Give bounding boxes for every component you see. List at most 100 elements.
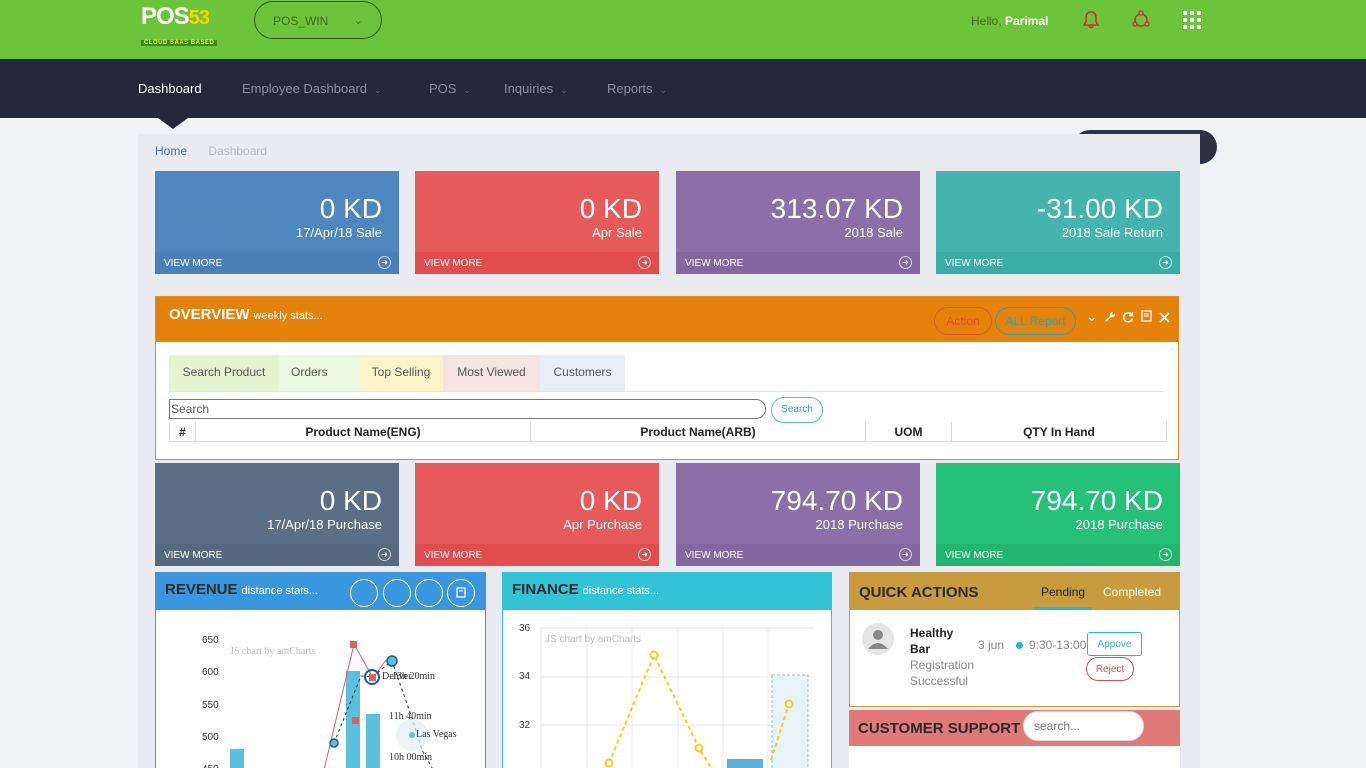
arrow-right-icon: ➜ [378,548,391,561]
widget-control-button[interactable] [415,579,443,607]
branch-select[interactable]: POS_WIN ⌄ [254,1,382,39]
approve-button[interactable]: Appove [1087,632,1142,656]
tab-customers[interactable]: Customers [540,355,625,391]
logo-text: POS [141,3,190,30]
logo[interactable]: POS53 CLOUD SAAS BASED [141,3,219,46]
column-header[interactable]: UOM [865,422,951,442]
widget-control-button[interactable] [383,579,411,607]
chart-credit[interactable]: JS chart by amCharts [545,634,642,645]
breadcrumb-home[interactable]: Home [155,144,188,158]
finance-widget: FINANCE distance stats... JS chart by amC… [502,572,832,768]
main-nav: Dashboard Employee Dashboard ⌄ POS ⌄ Inqui… [0,59,1366,164]
chart-point[interactable] [386,655,398,667]
logo-number: 53 [188,7,210,29]
view-more-link[interactable]: VIEW MORE ➜ [155,544,399,566]
stat-value: 0 KD [319,485,382,516]
wrench-icon[interactable] [1104,311,1116,323]
user-name[interactable]: Parimal [1005,14,1049,28]
nav-reports[interactable]: Reports ⌄ [607,81,667,96]
tab-label: Pending [1041,585,1086,599]
tab-divider [169,391,1165,392]
chart-bar[interactable] [727,759,763,768]
reject-button[interactable]: Reject [1086,657,1134,681]
bell-icon[interactable] [1081,10,1101,30]
column-header[interactable]: Product Name(ARB) [530,422,865,442]
chart-point[interactable] [649,650,659,660]
tab-most-viewed[interactable]: Most Viewed [443,355,540,391]
chart-point[interactable] [409,732,415,738]
arrow-right-icon: ➜ [638,256,651,269]
customer-support-title: CUSTOMER SUPPORT [858,720,1021,737]
fullscreen-icon[interactable] [1141,310,1152,322]
action-button[interactable]: Action [934,307,992,335]
view-more-link[interactable]: VIEW MORE ➜ [936,252,1180,274]
nav-inquiries[interactable]: Inquiries ⌄ [504,81,568,96]
stat-label: Apr Sale [592,225,642,240]
chart-point[interactable] [694,743,704,753]
column-header-label: UOM [894,425,923,439]
chart-point[interactable] [352,717,359,724]
customer-search-input[interactable] [1023,711,1144,741]
quick-actions-header: QUICK ACTIONS Pending Completed [850,573,1179,610]
chart-point[interactable] [604,758,614,768]
breadcrumb-current: Dashboard [208,144,268,158]
stat-value: 313.07 KD [770,193,903,224]
tab-search-product[interactable]: Search Product [169,355,279,391]
stat-value: 0 KD [579,485,642,516]
nav-dashboard[interactable]: Dashboard [138,81,202,96]
top-bar: POS53 CLOUD SAAS BASED POS_WIN ⌄ Hello, … [0,0,1366,59]
view-more-link[interactable]: VIEW MORE ➜ [415,544,659,566]
chart-bar[interactable] [230,749,244,768]
column-header[interactable]: QTY In Hand [951,422,1167,442]
chart-point[interactable] [369,674,376,681]
view-more-link[interactable]: VIEW MORE ➜ [676,252,920,274]
tab-pending[interactable]: Pending [1041,585,1085,599]
overview-subtitle: weekly stats... [253,310,323,322]
view-more-link[interactable]: VIEW MORE ➜ [415,252,659,274]
view-more-link[interactable]: VIEW MORE ➜ [676,544,920,566]
all-report-button[interactable]: ALL Report [995,307,1076,335]
stat-label: 17/Apr/18 Sale [295,225,382,240]
chart-credit[interactable]: JS chart by amCharts [230,646,316,657]
nav-pos[interactable]: POS ⌄ [429,81,471,96]
product-search-input[interactable] [169,399,766,419]
chart-annotation: 10h 00min [389,752,433,763]
view-more-label: VIEW MORE [685,550,744,561]
refresh-icon[interactable] [1122,311,1134,323]
apps-grid-icon[interactable] [1182,10,1202,30]
approve-button-label: Appove [1097,639,1132,650]
column-header[interactable]: Product Name(ENG) [195,422,530,442]
avatar[interactable] [862,623,894,655]
action-item-date: 3 jun [978,638,1005,652]
column-header[interactable]: # [169,422,195,442]
y-tick-label: 36 [519,623,531,634]
close-icon[interactable] [1159,312,1170,323]
chart-bar[interactable] [366,714,380,768]
stat-card: -31.00 KD 2018 Sale Return VIEW MORE ➜ [936,171,1180,274]
chart-point[interactable] [784,699,794,709]
fullscreen-icon [456,587,466,598]
stat-label: 2018 Purchase [815,517,903,532]
view-more-link[interactable]: VIEW MORE ➜ [155,252,399,274]
y-tick-label: 650 [202,635,219,646]
status-dot [1016,642,1023,649]
tab-orders[interactable]: Orders [279,355,359,391]
tab-completed[interactable]: Completed [1103,585,1161,599]
logo-tagline: CLOUD SAAS BASED [141,40,218,46]
chart-point[interactable] [350,641,357,648]
stat-card: 794.70 KD 2018 Purchase VIEW MORE ➜ [936,463,1180,566]
collapse-icon[interactable]: ⌄ [1086,308,1098,324]
tab-top-selling[interactable]: Top Selling [359,355,443,391]
chart-bar-highlight[interactable] [771,674,809,768]
column-header-label: # [179,425,186,439]
revenue-chart [230,641,433,768]
widget-control-button[interactable] [350,579,378,607]
nav-employee-dashboard[interactable]: Employee Dashboard ⌄ [242,81,382,96]
chart-point[interactable] [329,738,339,748]
view-more-link[interactable]: VIEW MORE ➜ [936,544,1180,566]
notification-icon[interactable] [1131,10,1151,30]
product-search-button[interactable]: Search [771,397,823,423]
chart-point[interactable] [364,669,380,685]
arrow-right-icon: ➜ [899,548,912,561]
widget-control-button[interactable] [447,579,475,607]
